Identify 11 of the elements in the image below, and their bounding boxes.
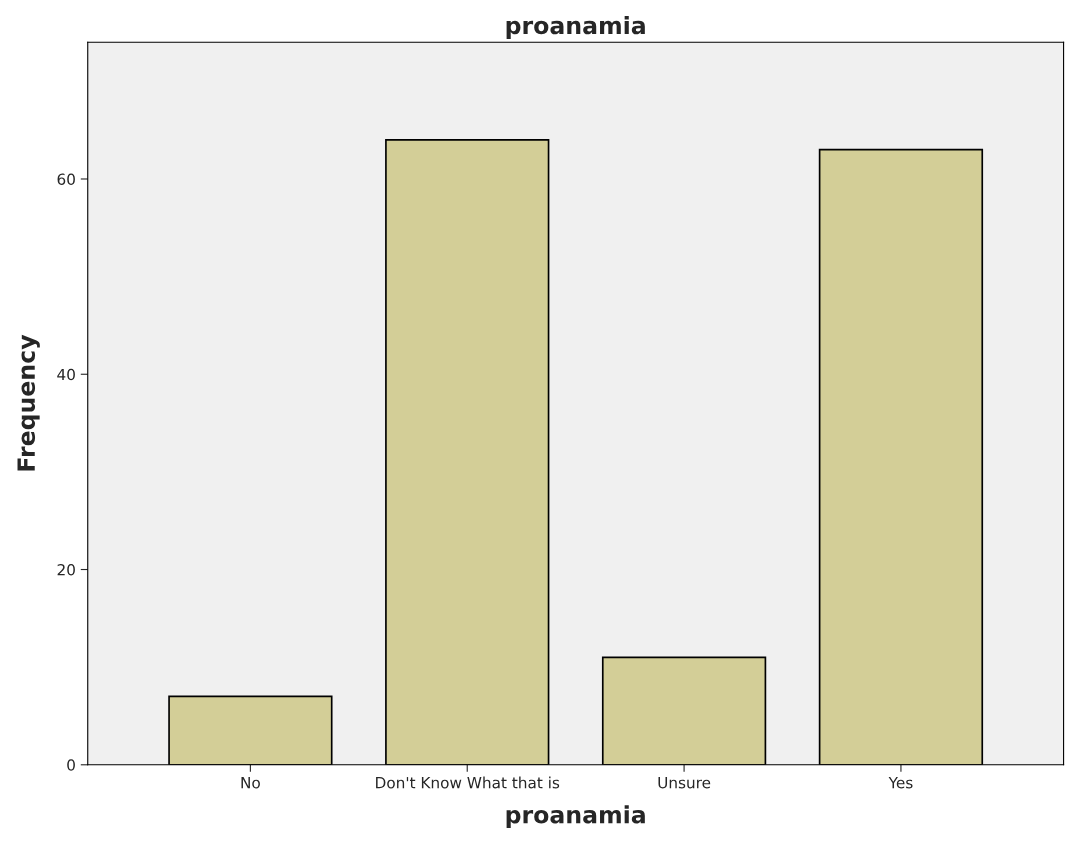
y-tick-label: 0 bbox=[67, 759, 75, 771]
x-tick-label: Unsure bbox=[658, 777, 711, 789]
x-axis-title: proanamia bbox=[506, 805, 645, 829]
x-tick-label: Yes bbox=[888, 777, 913, 789]
y-axis-title: Frequency bbox=[17, 334, 40, 471]
x-tick-label: Don't Know What that is bbox=[376, 776, 560, 789]
y-tick-label: 20 bbox=[57, 563, 75, 576]
chart-title: proanamia bbox=[506, 16, 645, 39]
x-tick-label: No bbox=[241, 777, 260, 789]
y-tick-label: 60 bbox=[57, 173, 75, 186]
y-tick-label: 40 bbox=[57, 368, 75, 381]
